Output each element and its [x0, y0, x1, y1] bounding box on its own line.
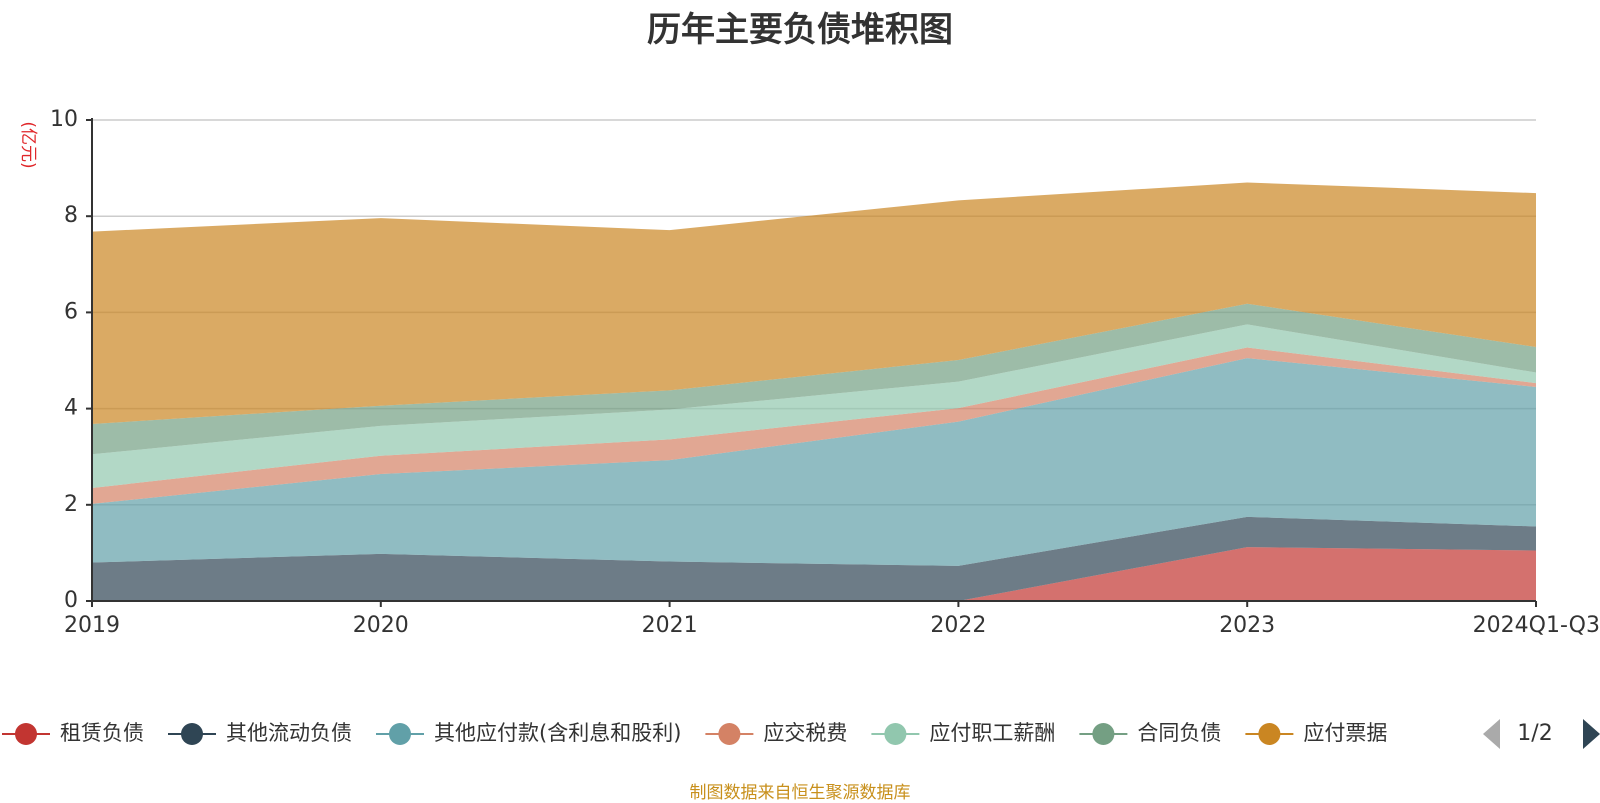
- legend: 租赁负债 其他流动负债 其他应付款(含利息和股利) 应交税费 应付职工薪酬 合同负债 应付票…: [2, 721, 1387, 745]
- y-tick-label: 4: [64, 396, 78, 421]
- area-series-4: [92, 347, 1536, 504]
- legend-pager: 1/2: [1483, 719, 1600, 749]
- y-axis-label: (亿元): [18, 121, 38, 168]
- triangle-left-icon[interactable]: [1483, 719, 1500, 749]
- x-tick-label: 2019: [64, 613, 120, 638]
- area-series-2: [92, 516, 1536, 601]
- legend-item-1[interactable]: 租赁负债: [2, 721, 144, 745]
- chart-title: 历年主要负债堆积图: [647, 10, 953, 50]
- y-tick-label: 2: [64, 492, 78, 517]
- legend-item-3[interactable]: 其他应付款(含利息和股利): [376, 721, 681, 745]
- x-tick-label: 2020: [353, 613, 409, 638]
- y-tick-label: 8: [64, 203, 78, 228]
- legend-page-number: 1/2: [1517, 721, 1552, 746]
- legend-marker: [389, 723, 411, 745]
- legend-label: 其他流动负债: [226, 721, 352, 745]
- x-tick-label: 2021: [642, 613, 698, 638]
- y-tick-label: 10: [50, 107, 78, 132]
- legend-marker: [1092, 723, 1115, 745]
- legend-item-2[interactable]: 其他流动负债: [168, 721, 352, 745]
- area-series-6: [92, 303, 1536, 455]
- legend-marker: [718, 723, 741, 745]
- legend-marker: [15, 723, 37, 745]
- legend-label: 应交税费: [763, 721, 847, 745]
- triangle-right-icon[interactable]: [1583, 719, 1600, 749]
- y-tick-label: 6: [64, 299, 78, 324]
- legend-marker: [1258, 723, 1281, 745]
- legend-item-6[interactable]: 合同负债: [1079, 721, 1221, 745]
- legend-marker: [884, 723, 907, 745]
- legend-marker: [181, 723, 203, 745]
- x-tick-label: 2024Q1-Q3: [1473, 613, 1600, 638]
- area-series-3: [92, 358, 1536, 566]
- legend-label: 其他应付款(含利息和股利): [434, 721, 681, 745]
- area-series-5: [92, 324, 1536, 488]
- x-tick-label: 2022: [930, 613, 986, 638]
- legend-label: 租赁负债: [60, 721, 144, 745]
- x-tick-label: 2023: [1219, 613, 1275, 638]
- area-series-7: [92, 182, 1536, 424]
- legend-label: 应付职工薪酬: [929, 721, 1055, 745]
- legend-label: 合同负债: [1137, 721, 1221, 745]
- area-series-1: [92, 547, 1536, 601]
- legend-item-4[interactable]: 应交税费: [705, 721, 847, 745]
- legend-item-7[interactable]: 应付票据: [1245, 721, 1387, 745]
- y-tick-label: 0: [64, 588, 78, 613]
- axes: 0 2 4 6 8 10 2019 2020 2021 2022 2023 2024Q1-Q3: [50, 107, 1600, 638]
- legend-item-5[interactable]: 应付职工薪酬: [871, 721, 1055, 745]
- data-source-note: 制图数据来自恒生聚源数据库: [689, 783, 911, 803]
- area-series-group: [92, 182, 1536, 601]
- legend-label: 应付票据: [1303, 721, 1387, 745]
